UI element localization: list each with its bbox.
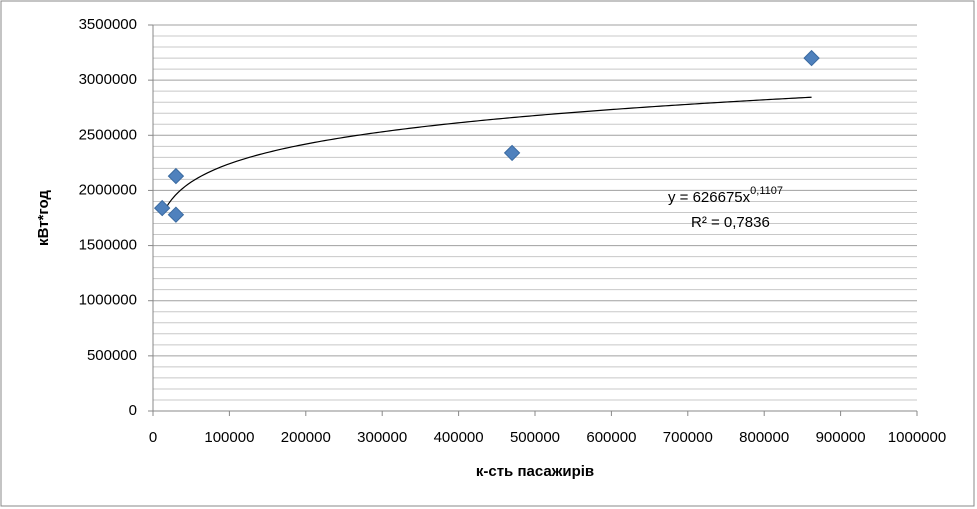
y-tick-label: 500000 <box>87 347 137 364</box>
point <box>153 199 171 217</box>
point <box>167 206 185 223</box>
y-tick-label: 0 <box>129 402 137 419</box>
x-tick-label: 0 <box>149 429 157 446</box>
y-tick-label: 1500000 <box>79 237 137 254</box>
y-axis-title: кВт*год <box>35 190 52 246</box>
trend-equation-exponent: 0,1107 <box>750 185 783 197</box>
point <box>503 144 521 162</box>
trend-r2: R² = 0,7836 <box>691 214 770 231</box>
y-tick-label: 1000000 <box>79 292 137 309</box>
y-tick-label: 3500000 <box>79 16 137 33</box>
x-tick-label: 800000 <box>739 429 789 446</box>
y-tick-label: 3000000 <box>79 71 137 88</box>
y-tick-label: 2500000 <box>79 126 137 143</box>
y-tick-label: 2000000 <box>79 181 137 198</box>
point <box>167 167 185 185</box>
x-tick-label: 600000 <box>586 429 636 446</box>
trend-equation-base: y = 626675x <box>668 189 751 206</box>
x-tick-label: 1000000 <box>888 429 946 446</box>
x-tick-label: 500000 <box>510 429 560 446</box>
x-tick-label: 900000 <box>816 429 866 446</box>
x-axis-title: к-сть пасажирів <box>476 463 594 480</box>
x-tick-label: 400000 <box>434 429 484 446</box>
x-tick-label: 700000 <box>663 429 713 446</box>
trendline <box>161 96 812 216</box>
x-tick-label: 100000 <box>204 429 254 446</box>
x-tick-label: 200000 <box>281 429 331 446</box>
trend-equation: y = 626675x0,1107 <box>668 185 783 206</box>
point <box>803 49 820 67</box>
x-tick-label: 300000 <box>357 429 407 446</box>
